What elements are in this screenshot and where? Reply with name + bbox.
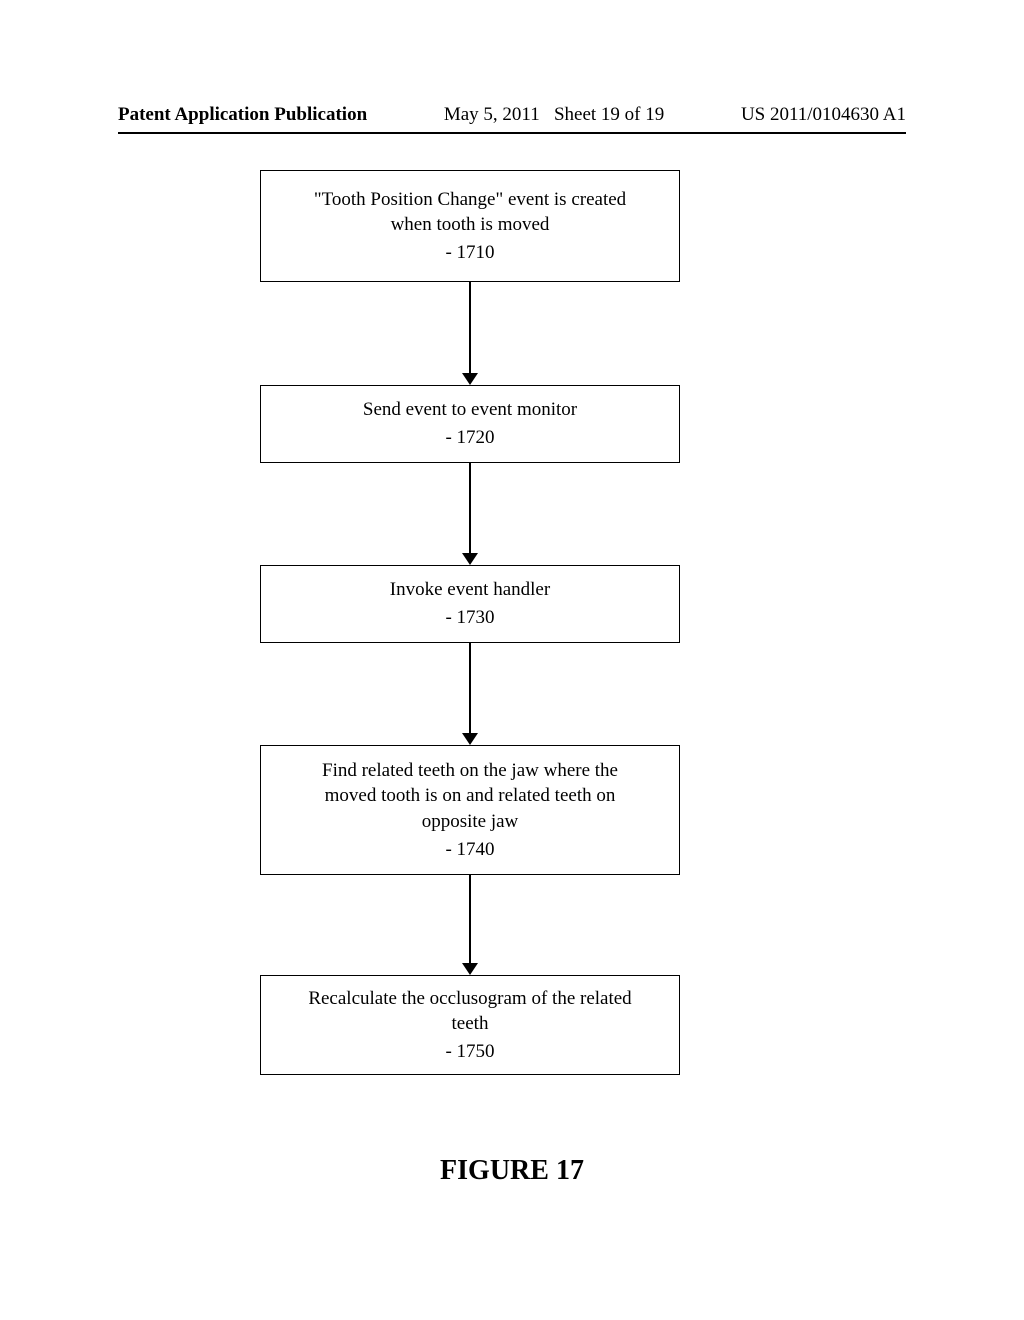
flow-arrowhead-3	[462, 733, 478, 745]
flow-node-1720-line1: Send event to event monitor	[363, 397, 577, 423]
flow-edge-2	[469, 463, 471, 553]
flow-edge-1	[469, 282, 471, 373]
header-sheet: Sheet 19 of 19	[554, 104, 664, 125]
flow-node-1710-line1: "Tooth Position Change" event is created	[314, 187, 626, 213]
flow-node-1740-line1: Find related teeth on the jaw where the	[322, 758, 618, 784]
flow-arrowhead-2	[462, 553, 478, 565]
header-publication: Patent Application Publication	[118, 104, 367, 126]
flow-node-1710-line2: when tooth is moved	[391, 212, 550, 238]
page-header: Patent Application Publication May 5, 20…	[118, 104, 906, 126]
page: Patent Application Publication May 5, 20…	[0, 0, 1024, 1320]
flow-node-1710-ref: - 1710	[445, 240, 494, 266]
flow-node-1740-line3: opposite jaw	[422, 809, 519, 835]
flow-node-1720-ref: - 1720	[445, 425, 494, 451]
flow-arrowhead-1	[462, 373, 478, 385]
flow-node-1720: Send event to event monitor - 1720	[260, 385, 680, 463]
flow-node-1730-line1: Invoke event handler	[390, 577, 550, 603]
header-date-sheet: May 5, 2011 Sheet 19 of 19	[444, 104, 664, 126]
header-rule	[118, 132, 906, 134]
header-pub-number: US 2011/0104630 A1	[741, 104, 906, 126]
header-date: May 5, 2011	[444, 104, 540, 125]
flow-edge-4	[469, 875, 471, 963]
flow-node-1730-ref: - 1730	[445, 605, 494, 631]
flow-node-1750-ref: - 1750	[445, 1039, 494, 1065]
flow-node-1740: Find related teeth on the jaw where the …	[260, 745, 680, 875]
flow-node-1750-line2: teeth	[452, 1011, 489, 1037]
flow-edge-3	[469, 643, 471, 733]
flow-node-1730: Invoke event handler - 1730	[260, 565, 680, 643]
flow-node-1750-line1: Recalculate the occlusogram of the relat…	[308, 986, 631, 1012]
flow-node-1710: "Tooth Position Change" event is created…	[260, 170, 680, 282]
flow-arrowhead-4	[462, 963, 478, 975]
flow-node-1740-ref: - 1740	[445, 837, 494, 863]
flow-node-1740-line2: moved tooth is on and related teeth on	[325, 783, 616, 809]
figure-label: FIGURE 17	[0, 1155, 1024, 1187]
flow-node-1750: Recalculate the occlusogram of the relat…	[260, 975, 680, 1075]
